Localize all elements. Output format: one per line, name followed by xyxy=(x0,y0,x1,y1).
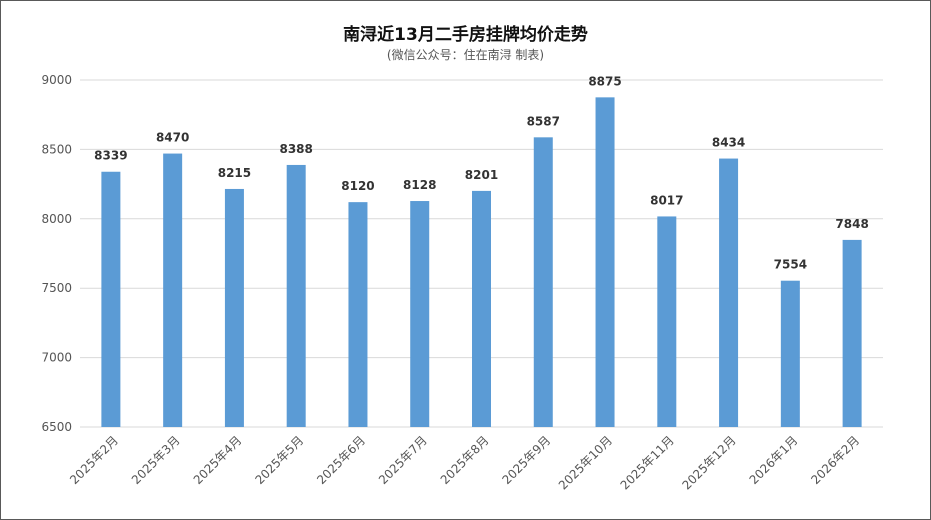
data-label: 8339 xyxy=(94,149,127,163)
bar xyxy=(842,239,862,427)
x-tick-label: 2025年3月 xyxy=(129,433,183,487)
x-tick-label: 2025年6月 xyxy=(314,433,368,487)
bar xyxy=(780,280,800,427)
data-label: 8587 xyxy=(527,114,560,128)
data-label: 8470 xyxy=(156,131,189,145)
y-tick-label: 7000 xyxy=(41,351,72,365)
bar xyxy=(224,188,244,427)
data-label: 8875 xyxy=(588,74,621,88)
bar xyxy=(533,137,553,427)
bar xyxy=(286,164,306,427)
bar xyxy=(410,201,430,427)
x-tick-label: 2025年2月 xyxy=(67,433,121,487)
x-tick-label: 2025年9月 xyxy=(500,433,554,487)
x-tick-label: 2025年4月 xyxy=(191,433,245,487)
chart-subtitle: (微信公众号：住在南浔 制表) xyxy=(386,48,545,62)
y-tick-label: 6500 xyxy=(41,420,72,434)
data-label: 8128 xyxy=(403,178,436,192)
bar xyxy=(348,202,368,427)
data-label: 7554 xyxy=(774,258,807,272)
y-tick-label: 7500 xyxy=(41,281,72,295)
data-label: 7848 xyxy=(835,217,868,231)
x-tick-label: 2025年8月 xyxy=(438,433,492,487)
y-tick-label: 8000 xyxy=(41,212,72,226)
data-label: 8388 xyxy=(279,142,312,156)
data-label: 8215 xyxy=(218,166,251,180)
data-label: 8434 xyxy=(712,136,745,150)
chart-title: 南浔近13月二手房挂牌均价走势 xyxy=(343,25,588,45)
x-tick-label: 2025年10月 xyxy=(556,433,615,492)
y-tick-label: 8500 xyxy=(41,142,72,156)
bar xyxy=(472,190,491,427)
bar xyxy=(595,97,615,427)
bar xyxy=(719,158,739,428)
x-tick-label: 2025年11月 xyxy=(618,433,677,492)
data-label: 8201 xyxy=(465,168,498,182)
bar xyxy=(101,171,121,427)
bar xyxy=(657,216,677,427)
x-tick-label: 2026年2月 xyxy=(808,433,862,487)
data-label: 8017 xyxy=(650,193,683,207)
bar xyxy=(163,153,183,427)
x-tick-label: 2025年5月 xyxy=(252,433,306,487)
data-label: 8120 xyxy=(341,179,374,193)
y-tick-label: 9000 xyxy=(41,73,72,87)
x-tick-label: 2025年7月 xyxy=(376,433,430,487)
x-tick-label: 2026年1月 xyxy=(747,433,801,487)
x-tick-label: 2025年12月 xyxy=(679,433,738,492)
